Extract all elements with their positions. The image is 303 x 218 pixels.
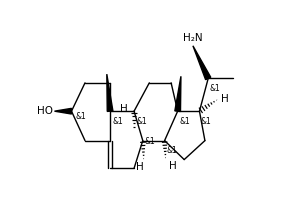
Polygon shape (193, 46, 211, 80)
Text: HO: HO (37, 106, 53, 116)
Polygon shape (107, 74, 113, 111)
Text: H: H (169, 161, 177, 171)
Text: &1: &1 (201, 117, 211, 126)
Text: &1: &1 (112, 117, 123, 126)
Polygon shape (55, 108, 72, 114)
Polygon shape (175, 76, 181, 111)
Text: &1: &1 (167, 146, 178, 155)
Text: &1: &1 (145, 137, 156, 146)
Text: H: H (221, 94, 228, 104)
Text: &1: &1 (210, 84, 221, 93)
Text: &1: &1 (75, 112, 86, 121)
Text: H: H (120, 104, 128, 114)
Text: &1: &1 (179, 117, 190, 126)
Text: &1: &1 (136, 117, 147, 126)
Text: H₂N: H₂N (183, 32, 203, 43)
Text: H: H (136, 162, 143, 172)
